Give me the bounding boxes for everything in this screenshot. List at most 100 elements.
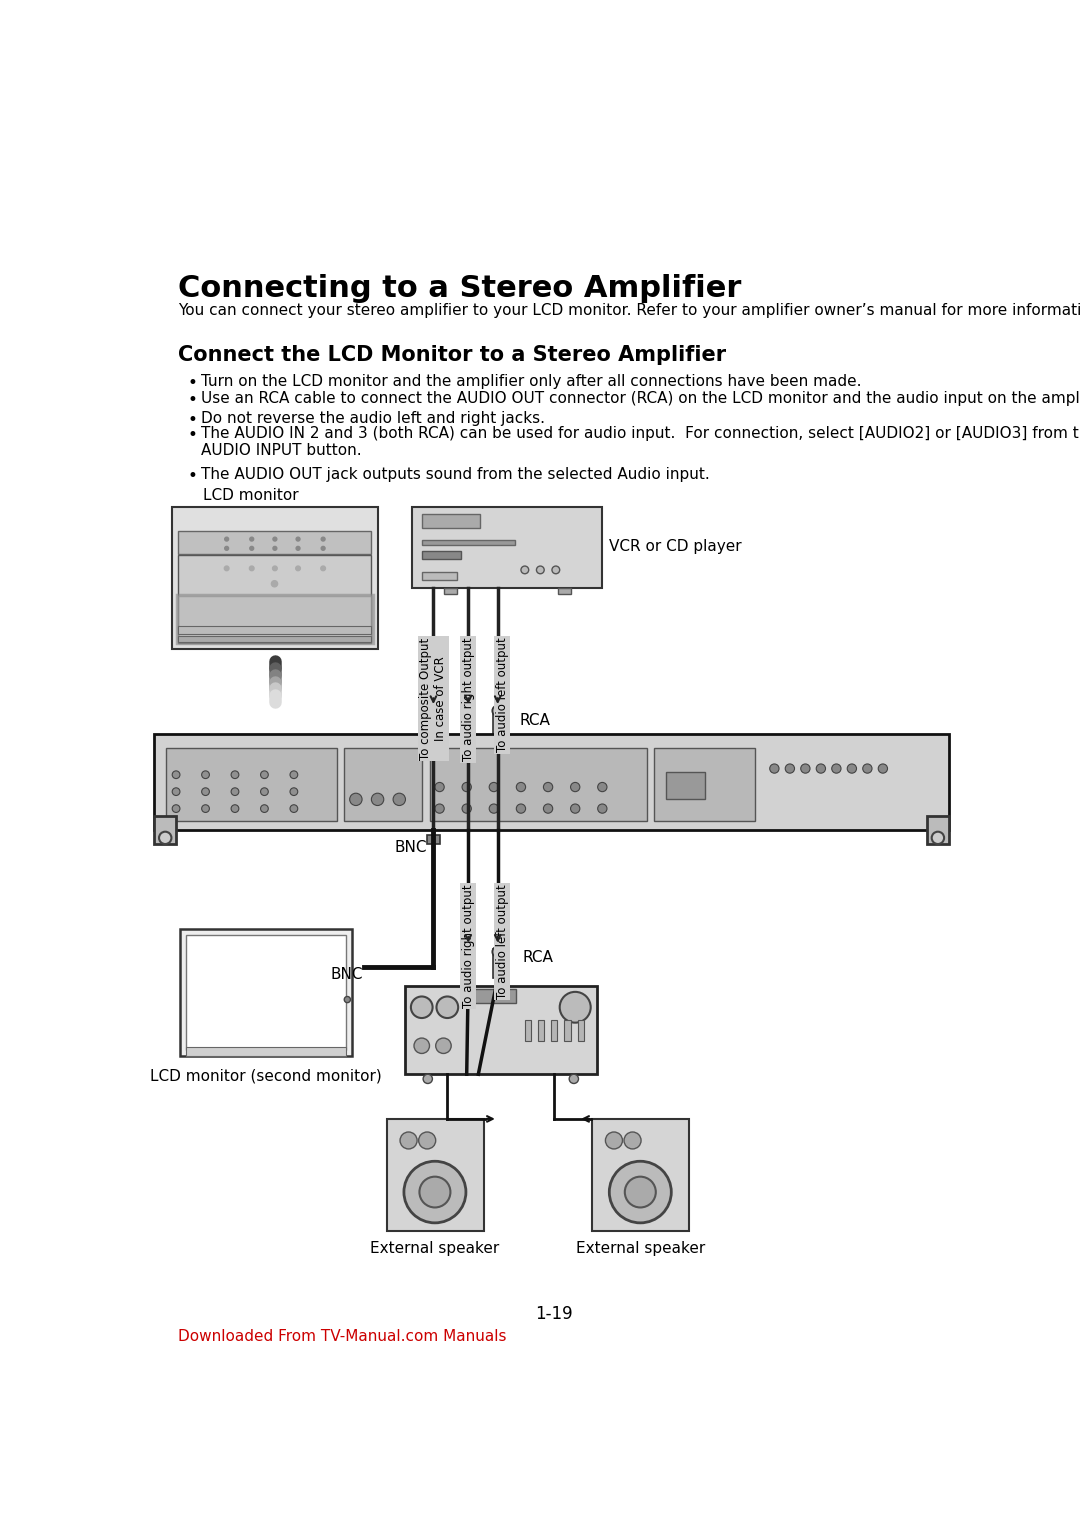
Text: 1-19: 1-19 — [535, 1305, 572, 1323]
Text: VCR or CD player: VCR or CD player — [608, 539, 741, 555]
Circle shape — [272, 565, 278, 570]
Bar — [186, 935, 346, 1050]
Text: •: • — [188, 391, 198, 410]
Text: To audio left output: To audio left output — [496, 637, 509, 752]
Circle shape — [863, 764, 872, 773]
Circle shape — [625, 1177, 656, 1207]
Circle shape — [273, 538, 276, 541]
Text: LCD monitor (second monitor): LCD monitor (second monitor) — [150, 1068, 382, 1083]
Bar — [592, 1118, 689, 1230]
Circle shape — [296, 538, 300, 541]
Text: •: • — [188, 374, 198, 393]
Bar — [465, 989, 515, 1002]
Bar — [178, 626, 372, 634]
Circle shape — [350, 793, 362, 805]
Text: RCA: RCA — [523, 950, 553, 964]
Circle shape — [462, 804, 471, 813]
Circle shape — [419, 1132, 435, 1149]
Circle shape — [492, 706, 503, 717]
Text: The AUDIO OUT jack outputs sound from the selected Audio input.: The AUDIO OUT jack outputs sound from th… — [201, 466, 710, 481]
Bar — [430, 747, 647, 821]
Circle shape — [436, 996, 458, 1018]
Bar — [654, 747, 755, 821]
Circle shape — [800, 764, 810, 773]
Circle shape — [462, 782, 471, 792]
Circle shape — [847, 764, 856, 773]
Circle shape — [597, 804, 607, 813]
Circle shape — [249, 565, 254, 570]
Bar — [178, 636, 372, 642]
Bar — [387, 1118, 484, 1230]
Bar — [422, 539, 515, 545]
Circle shape — [321, 547, 325, 550]
Text: •: • — [188, 426, 198, 445]
Text: Do not reverse the audio left and right jacks.: Do not reverse the audio left and right … — [201, 411, 545, 425]
Text: BNC: BNC — [330, 967, 363, 983]
Circle shape — [429, 706, 438, 715]
Circle shape — [770, 764, 779, 773]
Bar — [413, 507, 603, 588]
Circle shape — [463, 946, 474, 957]
Circle shape — [260, 788, 268, 796]
Circle shape — [372, 793, 383, 805]
Text: LCD monitor: LCD monitor — [203, 487, 299, 503]
Circle shape — [410, 996, 433, 1018]
Bar — [538, 1019, 544, 1041]
Circle shape — [559, 992, 591, 1022]
Text: You can connect your stereo amplifier to your LCD monitor. Refer to your amplifi: You can connect your stereo amplifier to… — [177, 303, 1080, 318]
Bar — [578, 1019, 583, 1041]
Text: •: • — [188, 466, 198, 484]
Bar — [177, 596, 373, 643]
Circle shape — [202, 788, 210, 796]
Bar — [525, 1019, 531, 1041]
Circle shape — [172, 788, 180, 796]
Text: To audio right output: To audio right output — [462, 885, 475, 1007]
Circle shape — [570, 782, 580, 792]
Text: To audio left output: To audio left output — [496, 885, 509, 999]
Circle shape — [159, 831, 172, 843]
Circle shape — [932, 831, 944, 843]
Circle shape — [225, 547, 229, 550]
Circle shape — [202, 805, 210, 813]
Text: Turn on the LCD monitor and the amplifier only after all connections have been m: Turn on the LCD monitor and the amplifie… — [201, 374, 862, 390]
Bar — [558, 588, 570, 594]
Bar — [186, 1047, 346, 1056]
Circle shape — [537, 565, 544, 573]
Bar — [494, 949, 502, 978]
Bar — [180, 929, 352, 1056]
Circle shape — [225, 538, 229, 541]
Circle shape — [516, 804, 526, 813]
Text: The AUDIO IN 2 and 3 (both RCA) can be used for audio input.  For connection, se: The AUDIO IN 2 and 3 (both RCA) can be u… — [201, 426, 1080, 458]
Bar — [178, 555, 372, 643]
Text: BNC: BNC — [394, 839, 428, 854]
Text: External speaker: External speaker — [370, 1241, 500, 1256]
Bar — [154, 733, 948, 830]
Circle shape — [419, 1177, 450, 1207]
Circle shape — [414, 1038, 430, 1053]
Text: To audio right output: To audio right output — [462, 637, 475, 761]
Text: Connecting to a Stereo Amplifier: Connecting to a Stereo Amplifier — [177, 274, 741, 303]
Circle shape — [569, 1074, 579, 1083]
Text: External speaker: External speaker — [576, 1241, 705, 1256]
Text: RCA: RCA — [519, 714, 551, 729]
Bar — [428, 834, 440, 843]
Circle shape — [291, 770, 298, 779]
Circle shape — [423, 1074, 432, 1083]
Circle shape — [273, 547, 276, 550]
Circle shape — [597, 782, 607, 792]
Text: Downloaded From TV-Manual.com Manuals: Downloaded From TV-Manual.com Manuals — [177, 1329, 507, 1345]
Circle shape — [878, 764, 888, 773]
Circle shape — [492, 946, 503, 957]
Bar — [422, 515, 480, 529]
Circle shape — [345, 996, 350, 1002]
Bar — [178, 532, 372, 555]
Circle shape — [606, 1132, 622, 1149]
Circle shape — [321, 538, 325, 541]
Circle shape — [291, 788, 298, 796]
Text: Use an RCA cable to connect the AUDIO OUT connector (RCA) on the LCD monitor and: Use an RCA cable to connect the AUDIO OU… — [201, 391, 1080, 406]
Circle shape — [231, 770, 239, 779]
Circle shape — [296, 565, 300, 570]
Bar — [494, 709, 502, 738]
Bar — [565, 1019, 570, 1041]
Circle shape — [816, 764, 825, 773]
